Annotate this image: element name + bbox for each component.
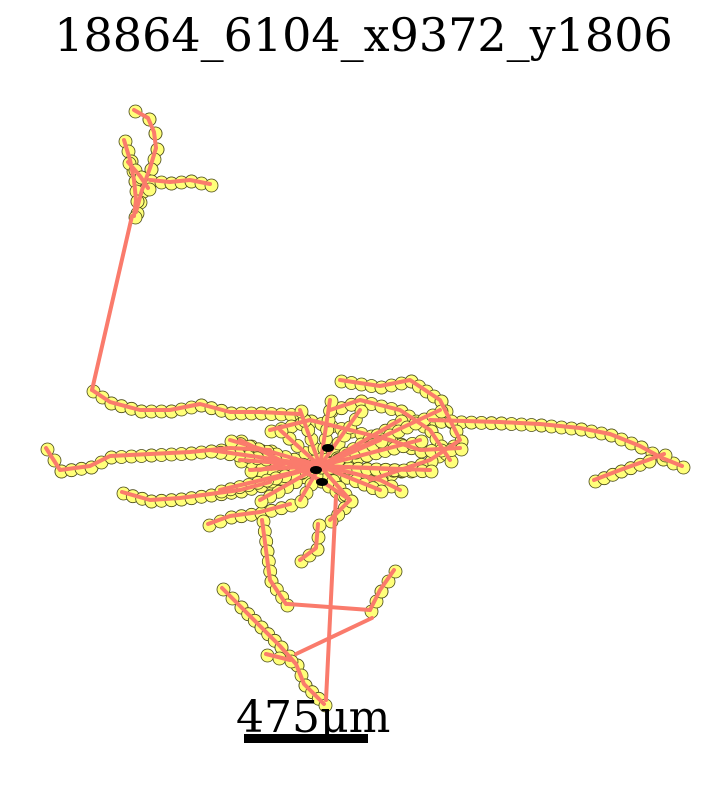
branch-segment [120, 480, 272, 502]
branch-segment [206, 502, 292, 526]
branch-segment [318, 464, 352, 502]
branch-segment [592, 452, 666, 482]
branch-segment [90, 388, 302, 416]
branch-segment [324, 494, 338, 702]
branch-segment [318, 438, 422, 468]
branch-segment [328, 398, 452, 462]
branch-segment [264, 652, 292, 662]
soma-blob [322, 444, 334, 452]
scale-bar [244, 734, 368, 743]
branch-segment [218, 464, 322, 492]
branch-segment [132, 108, 158, 214]
branch-segment [126, 160, 150, 190]
branch-segment [318, 398, 332, 468]
branch-segment [148, 178, 212, 186]
branch-segment [278, 428, 322, 468]
branch-segment [318, 464, 432, 472]
branch-segment [318, 464, 382, 492]
branch-segment [318, 438, 382, 468]
branch-segment [258, 464, 322, 502]
branch-segment [90, 214, 134, 392]
branch-segment [294, 616, 374, 656]
branch-segment [122, 138, 138, 218]
soma-marker [310, 444, 334, 486]
node-marker [204, 178, 219, 193]
figure-title: 18864_6104_x9372_y1806 [54, 8, 673, 62]
branch-segment [298, 522, 320, 562]
branch-segment [44, 446, 272, 472]
branch-segment [220, 586, 326, 706]
branch-segment [208, 448, 322, 468]
branch-segment [298, 408, 322, 468]
branch-segment [228, 438, 322, 468]
soma-blob [316, 478, 328, 486]
branch-segment [318, 408, 362, 468]
branch-lines [44, 108, 684, 706]
branch-segment [260, 518, 288, 606]
soma-blob [310, 466, 322, 474]
branch-segment [368, 568, 396, 612]
